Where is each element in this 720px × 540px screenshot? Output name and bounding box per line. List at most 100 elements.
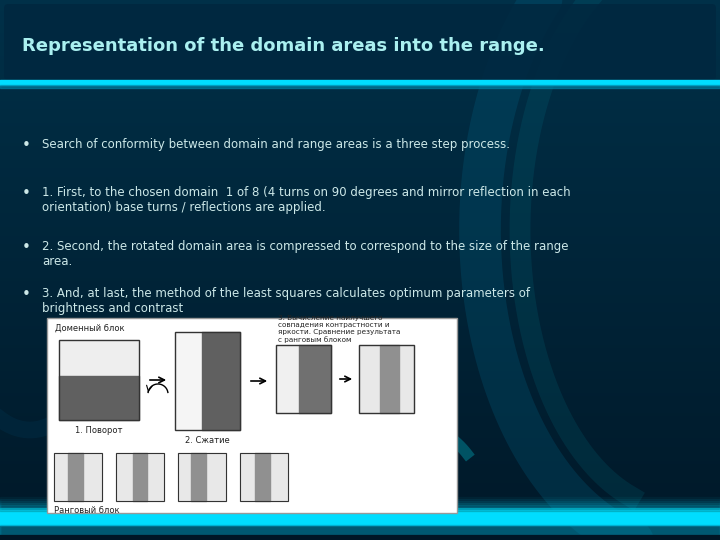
Bar bbox=[0, 235, 720, 236]
Bar bbox=[0, 164, 720, 165]
Bar bbox=[0, 171, 720, 172]
Bar bbox=[0, 195, 720, 196]
Bar bbox=[0, 145, 720, 146]
Bar bbox=[359, 345, 414, 413]
Text: 2. Сжатие: 2. Сжатие bbox=[184, 436, 230, 445]
Bar bbox=[0, 132, 720, 133]
Bar bbox=[0, 467, 720, 468]
Bar bbox=[0, 100, 720, 101]
Bar bbox=[0, 535, 720, 536]
Bar bbox=[0, 143, 720, 144]
Bar bbox=[0, 521, 720, 522]
Bar bbox=[0, 13, 720, 14]
Bar bbox=[0, 292, 720, 293]
Bar bbox=[0, 275, 720, 276]
Bar bbox=[0, 312, 720, 313]
Bar bbox=[0, 386, 720, 387]
Bar bbox=[0, 339, 720, 340]
Bar bbox=[0, 320, 720, 321]
Bar bbox=[0, 520, 720, 521]
Bar bbox=[0, 481, 720, 482]
Bar bbox=[0, 122, 720, 123]
Bar bbox=[0, 148, 720, 149]
Bar bbox=[0, 307, 720, 308]
Bar bbox=[0, 460, 720, 461]
Bar bbox=[0, 158, 720, 159]
Bar bbox=[0, 222, 720, 223]
Bar bbox=[0, 123, 720, 124]
Bar bbox=[0, 229, 720, 230]
Bar bbox=[0, 257, 720, 258]
Bar bbox=[0, 108, 720, 109]
Bar bbox=[0, 97, 720, 98]
Bar bbox=[0, 408, 720, 409]
Bar bbox=[0, 391, 720, 392]
Bar bbox=[0, 33, 720, 34]
Bar bbox=[0, 93, 720, 94]
Text: •: • bbox=[22, 240, 31, 255]
Bar bbox=[0, 471, 720, 472]
Bar bbox=[0, 303, 720, 304]
Bar bbox=[0, 334, 720, 335]
Bar bbox=[0, 136, 720, 137]
Bar bbox=[0, 337, 720, 338]
Bar bbox=[0, 491, 720, 492]
Bar bbox=[0, 185, 720, 186]
Bar bbox=[0, 442, 720, 443]
Bar bbox=[0, 57, 720, 58]
Bar bbox=[0, 477, 720, 478]
Bar bbox=[0, 165, 720, 166]
Bar bbox=[0, 29, 720, 30]
Bar bbox=[0, 94, 720, 95]
Bar bbox=[0, 445, 720, 446]
Bar bbox=[0, 5, 720, 6]
Bar bbox=[0, 437, 720, 438]
Bar bbox=[0, 199, 720, 200]
Bar bbox=[0, 351, 720, 352]
Bar bbox=[0, 465, 720, 466]
Bar bbox=[0, 500, 720, 501]
Bar bbox=[0, 279, 720, 280]
Bar bbox=[0, 167, 720, 168]
Bar bbox=[0, 82, 720, 83]
Bar bbox=[0, 494, 720, 495]
Bar bbox=[0, 380, 720, 381]
Bar bbox=[0, 309, 720, 310]
Bar bbox=[0, 24, 720, 25]
Bar bbox=[0, 406, 720, 407]
Bar bbox=[0, 526, 720, 527]
Bar bbox=[0, 345, 720, 346]
Bar bbox=[0, 17, 720, 18]
Bar bbox=[0, 137, 720, 138]
Bar bbox=[0, 310, 720, 311]
Bar bbox=[0, 291, 720, 292]
Bar bbox=[0, 240, 720, 241]
Bar bbox=[0, 112, 720, 113]
Bar bbox=[0, 149, 720, 150]
Bar bbox=[0, 489, 720, 490]
Bar bbox=[0, 513, 720, 514]
Bar bbox=[0, 272, 720, 273]
Bar bbox=[0, 116, 720, 117]
Bar bbox=[0, 175, 720, 176]
Bar bbox=[0, 157, 720, 158]
Bar bbox=[0, 264, 720, 265]
Bar bbox=[0, 510, 720, 511]
Bar bbox=[0, 405, 720, 406]
Bar bbox=[0, 174, 720, 175]
Bar bbox=[0, 263, 720, 264]
Bar bbox=[0, 110, 720, 111]
Bar bbox=[0, 39, 720, 40]
Bar bbox=[0, 411, 720, 412]
Bar bbox=[0, 79, 720, 80]
Bar bbox=[0, 170, 720, 171]
Bar bbox=[0, 302, 720, 303]
Bar bbox=[0, 457, 720, 458]
Bar bbox=[0, 412, 720, 413]
Bar bbox=[0, 357, 720, 358]
Bar bbox=[0, 86, 720, 87]
Bar bbox=[0, 259, 720, 260]
Bar bbox=[0, 398, 720, 399]
Bar bbox=[0, 443, 720, 444]
Bar bbox=[0, 438, 720, 439]
